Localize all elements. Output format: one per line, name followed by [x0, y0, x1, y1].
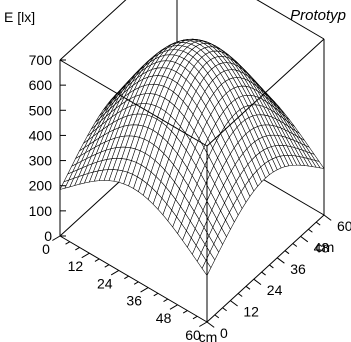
z-tick-label: 600 [29, 77, 53, 93]
y-tick-minor [292, 243, 298, 247]
frame-edge-top-front-left [59, 59, 208, 147]
z-tick-label: 700 [29, 52, 53, 68]
axis-ticks [52, 59, 332, 328]
frame-edge-top-back-right [256, 0, 325, 40]
y-tick-minor [308, 228, 313, 233]
x-tick-minor [75, 247, 80, 251]
x-axis-label: cm [199, 329, 218, 342]
y-tick-minor [214, 314, 220, 319]
y-tick-major [300, 235, 309, 243]
y-tick-label: 0 [220, 325, 228, 341]
y-tick-minor [261, 271, 266, 276]
x-tick-major [52, 235, 61, 241]
x-tick-label: 36 [126, 293, 142, 309]
y-tick-minor [245, 285, 251, 290]
z-tick-label: 400 [29, 127, 53, 143]
x-tick-major [81, 252, 90, 259]
z-tick-label: 200 [29, 178, 53, 194]
x-tick-minor [182, 310, 188, 314]
z-tick-label: 300 [29, 153, 53, 169]
chart-title: Prototyp [290, 7, 346, 24]
y-tick-major [323, 214, 332, 221]
y-tick-major [230, 300, 238, 307]
y-tick-label: 36 [290, 261, 306, 277]
y-tick-major [276, 257, 285, 264]
x-tick-minor [153, 292, 159, 297]
y-axis-label: cm [316, 239, 335, 255]
y-tick-major [253, 278, 262, 286]
y-tick-label: 12 [243, 304, 259, 320]
x-tick-label: 60 [185, 327, 201, 342]
x-tick-minor [104, 264, 110, 268]
frame-edge-top-back-left [59, 0, 127, 61]
x-tick-label: 12 [68, 258, 84, 274]
x-tick-label: 0 [42, 241, 50, 257]
y-tick-minor [222, 307, 227, 312]
x-tick-minor [94, 258, 100, 262]
x-tick-label: 24 [97, 275, 113, 291]
x-tick-major [140, 287, 149, 293]
frame-edge-floor-front-right [206, 214, 325, 323]
y-tick-label: 48 [314, 239, 330, 255]
front-frame [59, 38, 325, 323]
y-tick-label: 24 [267, 282, 283, 298]
z-tick-label: 500 [29, 102, 53, 118]
x-tick-major [169, 304, 178, 310]
y-tick-minor [315, 221, 321, 226]
z-axis-label: E [lx] [4, 9, 35, 25]
y-tick-minor [284, 250, 290, 255]
y-tick-minor [269, 264, 274, 269]
x-tick-label: 48 [156, 310, 172, 326]
x-tick-minor [133, 281, 139, 285]
y-tick-minor [237, 293, 243, 297]
z-tick-label: 0 [44, 228, 52, 244]
x-tick-minor [124, 275, 129, 280]
surface-mesh [59, 38, 325, 277]
x-tick-minor [163, 298, 169, 302]
x-tick-major [199, 321, 208, 327]
y-tick-label: 60 [337, 218, 351, 234]
y-tick-major [206, 321, 215, 328]
z-tick-label: 100 [29, 203, 53, 219]
x-tick-minor [192, 315, 198, 320]
x-tick-major [110, 269, 120, 276]
frame-edge-top-front-right [206, 38, 325, 147]
x-tick-minor [65, 241, 71, 245]
frame-edge-floor-front-left [59, 235, 208, 323]
